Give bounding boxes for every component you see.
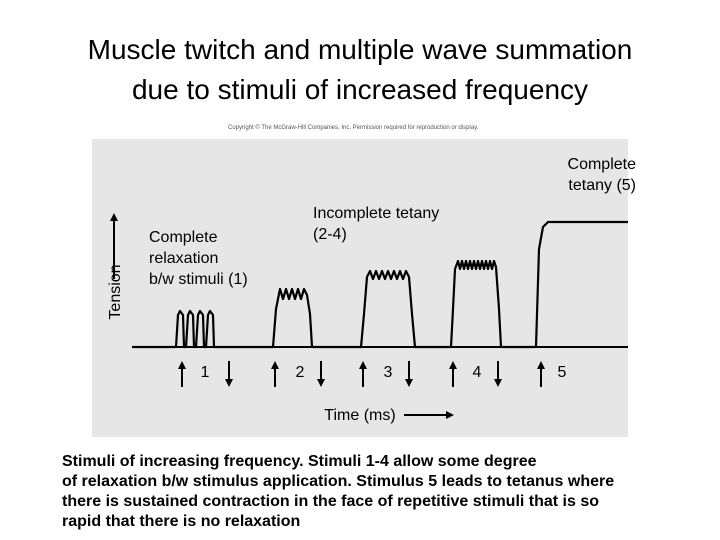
- complete-relaxation-label: Complete relaxation b/w stimuli (1): [149, 227, 248, 290]
- page-title: Muscle twitch and multiple wave summatio…: [0, 30, 720, 110]
- complete-relaxation-line-3: b/w stimuli (1): [149, 271, 248, 288]
- complete-relaxation-line-1: Complete: [149, 229, 218, 246]
- stimulus-1-number: 1: [201, 364, 210, 381]
- tension-diagram: Tension 1 2 3 4 5 Time (ms) Complete rel…: [92, 139, 636, 437]
- stimulus-5-number: 5: [558, 364, 567, 381]
- stimulus-3-number: 3: [384, 364, 393, 381]
- time-axis-label: Time (ms): [324, 407, 395, 424]
- complete-tetany-line-1: Complete: [567, 156, 636, 173]
- incomplete-tetany-label: Incomplete tetany (2-4): [313, 203, 439, 245]
- stimulus-4-number: 4: [473, 364, 482, 381]
- tension-diagram-svg: Tension 1 2 3 4 5 Time (ms): [107, 213, 628, 424]
- caption: Stimuli of increasing frequency. Stimuli…: [62, 452, 712, 532]
- incomplete-tetany-line-2: (2-4): [313, 226, 347, 243]
- stimulus-2-number: 2: [296, 364, 305, 381]
- tension-trace: [132, 220, 628, 349]
- copyright-notice: Copyright © The McGraw-Hill Companies, I…: [228, 125, 479, 131]
- caption-line-2: of relaxation b/w stimulus application. …: [62, 473, 615, 490]
- caption-line-3: there is sustained contraction in the fa…: [62, 493, 600, 510]
- complete-tetany-line-2: tetany (5): [568, 177, 636, 194]
- complete-tetany-label: Complete tetany (5): [568, 154, 636, 196]
- title-line-2: due to stimuli of increased frequency: [131, 74, 589, 105]
- tension-axis-label: Tension: [107, 264, 124, 319]
- incomplete-tetany-line-1: Incomplete tetany: [313, 205, 440, 222]
- complete-relaxation-line-2: relaxation: [149, 250, 219, 267]
- caption-line-4: rapid that there is no relaxation: [62, 513, 301, 530]
- caption-line-1: Stimuli of increasing frequency. Stimuli…: [62, 453, 537, 470]
- title-line-1: Muscle twitch and multiple wave summatio…: [87, 34, 633, 65]
